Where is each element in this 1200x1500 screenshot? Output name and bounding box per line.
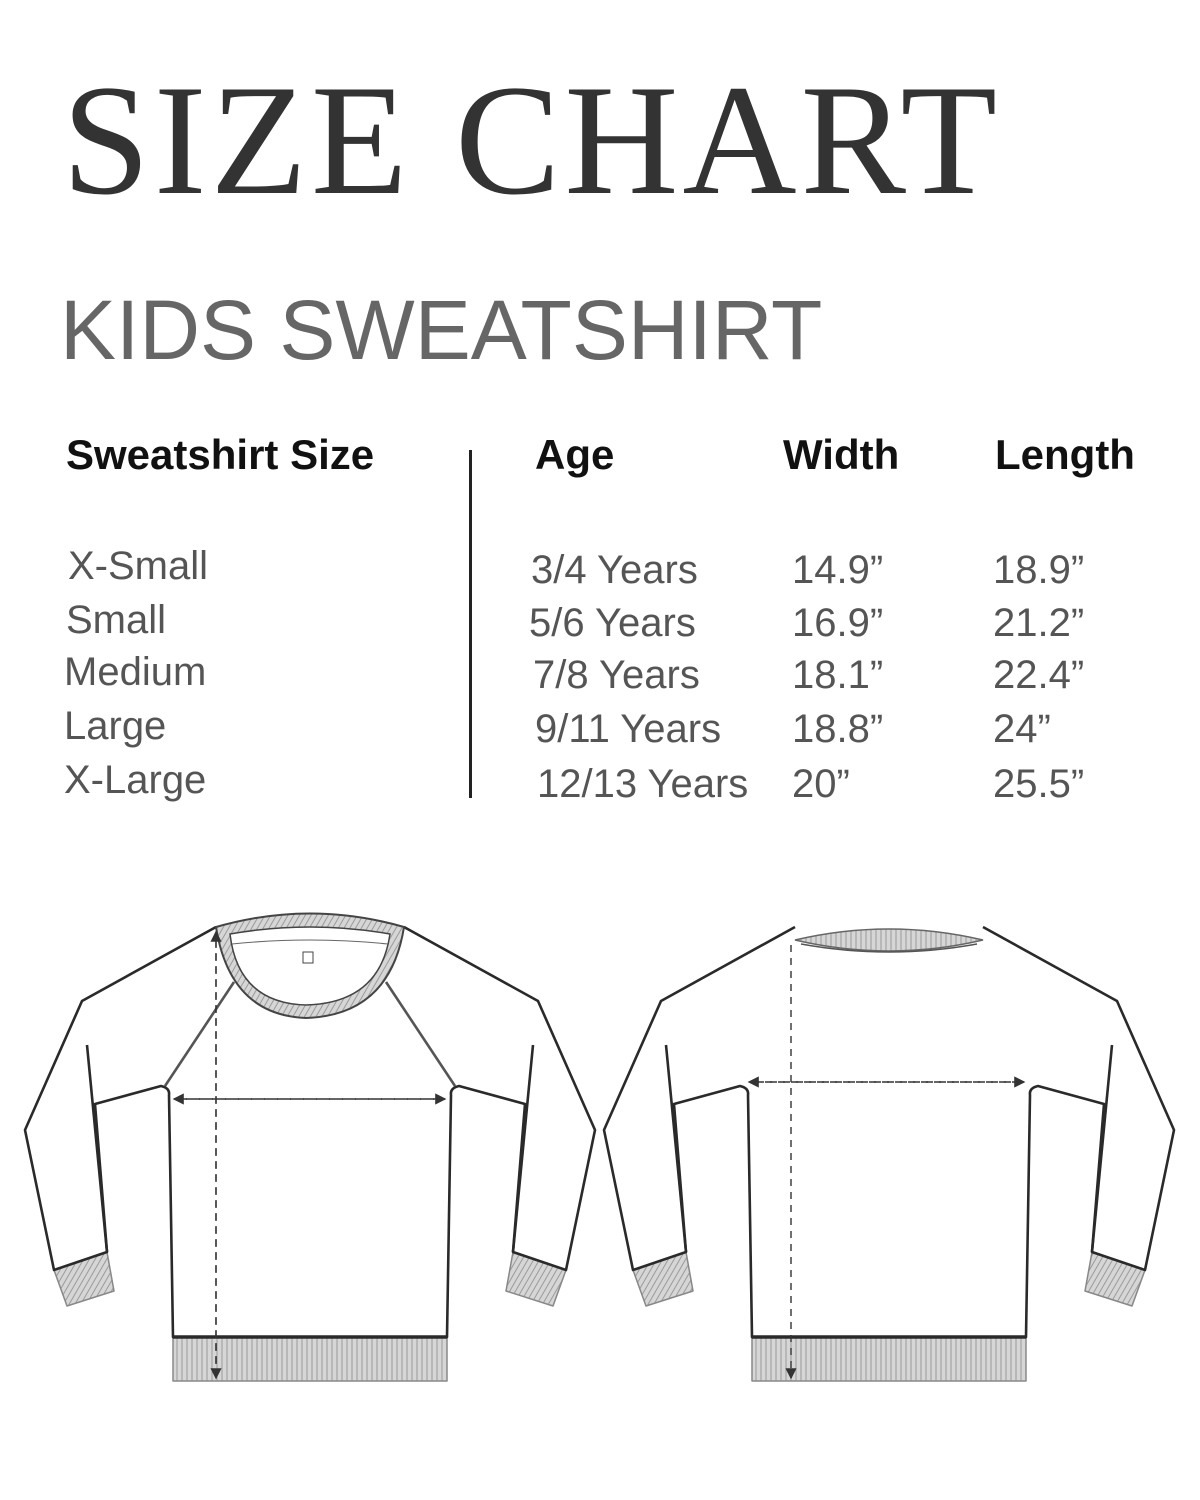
- length-cell: 25.5”: [993, 762, 1085, 806]
- size-cell: X-Small: [68, 544, 209, 588]
- width-cell: 14.9”: [792, 548, 884, 592]
- length-cell: 21.2”: [993, 601, 1085, 645]
- size-cell: Medium: [64, 650, 207, 694]
- size-cell: Small: [66, 598, 167, 642]
- size-cell: X-Large: [64, 758, 207, 802]
- width-cell: 18.1”: [792, 653, 884, 697]
- page-title: SIZE CHART: [62, 53, 1002, 228]
- age-cell: 9/11 Years: [535, 707, 722, 751]
- column-divider: [469, 450, 472, 798]
- header-width: Width: [783, 431, 900, 478]
- length-cell: 18.9”: [993, 548, 1085, 592]
- sweatshirt-front-icon: [23, 912, 597, 1383]
- age-cell: 12/13 Years: [537, 762, 749, 806]
- length-cell: 24”: [993, 707, 1051, 751]
- header-length: Length: [995, 431, 1135, 478]
- age-cell: 3/4 Years: [531, 548, 698, 592]
- size-cell: Large: [64, 704, 167, 748]
- page-subtitle: KIDS SWEATSHIRT: [60, 283, 823, 377]
- length-cell: 22.4”: [993, 653, 1085, 697]
- sweatshirt-back-icon: [602, 925, 1176, 1383]
- header-size: Sweatshirt Size: [66, 431, 375, 478]
- age-cell: 5/6 Years: [529, 601, 696, 645]
- width-cell: 16.9”: [792, 601, 884, 645]
- width-cell: 18.8”: [792, 707, 884, 751]
- width-cell: 20”: [792, 762, 850, 806]
- header-age: Age: [535, 431, 615, 478]
- age-cell: 7/8 Years: [533, 653, 700, 697]
